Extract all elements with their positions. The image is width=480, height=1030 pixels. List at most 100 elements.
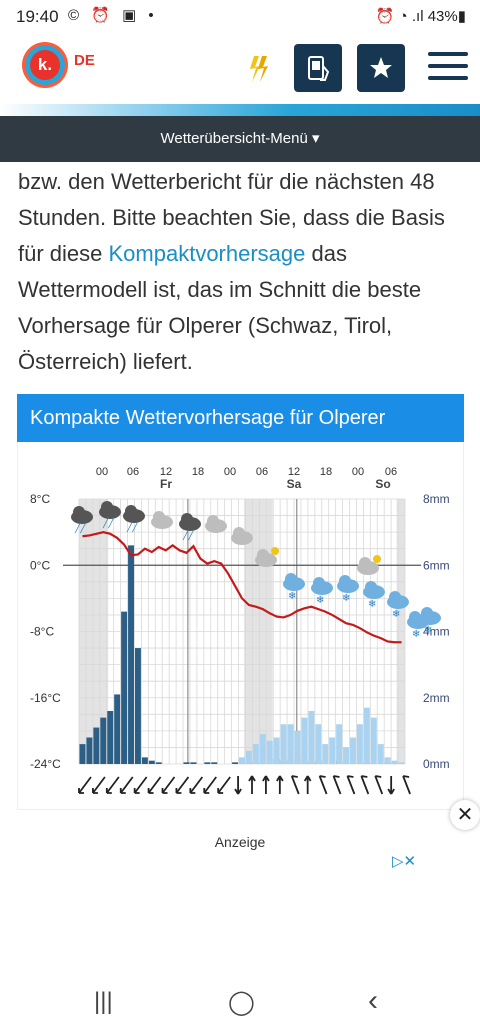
hour-label: 06 [256, 466, 268, 478]
snow-bar [239, 757, 245, 764]
snow-bar [308, 711, 315, 764]
precip-tick-label: 6mm [423, 558, 450, 572]
snow-bar [377, 744, 384, 764]
home-button[interactable]: ◯ [228, 989, 255, 1016]
rain-bar [86, 737, 93, 764]
temp-tick-label: 8°C [30, 492, 50, 506]
rain-bar [107, 711, 114, 764]
temperature-line [82, 530, 402, 644]
lightning-icon[interactable] [248, 54, 270, 84]
snowflake-icon: ❄ [368, 599, 376, 610]
snowflake-icon: ❄ [424, 625, 432, 636]
wind-arrow-icon [147, 776, 162, 794]
weather-cloud-rain-icon-puff [181, 513, 193, 525]
snow-bar [315, 724, 322, 764]
snow-bar [398, 762, 405, 764]
compact-forecast-link[interactable]: Kompaktvorhersage [108, 241, 306, 266]
weather-overview-menu[interactable]: Wetterübersicht-Menü ▾ [0, 116, 480, 162]
snow-bar [266, 740, 273, 764]
adchoices-icon[interactable]: ▷✕ [392, 853, 417, 870]
site-header: k. DE [0, 34, 480, 104]
weather-cloud-snow-icon-puff [365, 581, 377, 593]
status-time: 19:40 [16, 7, 59, 26]
forecast-card-title: Kompakte Wettervorhersage für Olperer [17, 394, 464, 442]
ad-label: Anzeige [214, 834, 266, 850]
snow-bar [343, 747, 350, 764]
logo-letter: k. [30, 50, 60, 80]
wind-arrow-icon [189, 776, 204, 794]
weather-cloud-snow-icon-puff [339, 575, 351, 587]
wind-arrow-icon [332, 775, 342, 795]
weather-cloud-snow-icon-puff [389, 591, 401, 603]
rain-bar [100, 717, 107, 764]
snow-bar [350, 737, 356, 764]
hour-label: 00 [352, 466, 364, 478]
snow-bar [259, 734, 266, 764]
weather-cloud-moon-icon-puff [257, 549, 269, 561]
precip-tick-label: 4mm [423, 625, 450, 639]
rain-drops-icon: ╱╱ [102, 517, 114, 529]
wind-arrow-icon [105, 776, 120, 794]
favorite-button[interactable] [357, 44, 405, 92]
hamburger-menu-icon[interactable] [428, 52, 468, 82]
weather-cloud-rain-icon-puff [101, 501, 113, 513]
snow-bar [322, 744, 329, 764]
weather-cloud-moon-icon-puff [359, 557, 371, 569]
moon-icon [373, 555, 381, 563]
rain-bar [134, 648, 141, 764]
hour-label: 18 [192, 466, 204, 478]
hour-label: 06 [385, 466, 397, 478]
rain-bar [148, 760, 155, 764]
wind-arrow-icon [374, 775, 384, 795]
moon-icon [271, 547, 279, 555]
snowflake-icon: ❄ [392, 609, 400, 620]
intro-paragraph: bzw. den Wetterbericht für die nächsten … [18, 164, 468, 380]
hour-label: 00 [224, 466, 236, 478]
meteogram-chart: 8°C 0°C -8°C -16°C -24°C 8mm 6mm 4mm 2mm 0mm 00 06 1… [30, 466, 450, 795]
temp-tick-label: 0°C [30, 558, 50, 572]
snow-bar [301, 717, 308, 764]
weather-cloud-snow-icon-puff [285, 573, 297, 585]
snow-bar [391, 760, 398, 764]
weather-cloud-icon-puff [153, 511, 165, 523]
android-navigation-bar: ||| ◯ ‹ [0, 974, 480, 1030]
back-button[interactable]: ‹ [368, 984, 378, 1017]
weather-cloud-snow-icon-puff [421, 607, 433, 619]
wind-arrow-icon [303, 775, 312, 794]
language-selector[interactable]: DE [74, 52, 95, 69]
day-label: Sa [287, 477, 302, 491]
wind-arrow-icon [217, 776, 231, 794]
rain-bar [190, 762, 197, 764]
status-bar: 19:40 © ⏰ ▣ • ⏰ ◔ .ıl 43%▮ [0, 0, 480, 34]
temp-tick-label: -24°C [30, 757, 61, 771]
wind-arrow-icon [175, 776, 190, 794]
close-ad-button[interactable]: ✕ [450, 800, 480, 830]
precip-tick-label: 0mm [423, 757, 450, 771]
weather-cloud-snow-icon-puff [313, 577, 325, 589]
wind-arrow-icon [290, 775, 300, 795]
app-download-button[interactable] [294, 44, 342, 92]
star-icon [370, 57, 392, 78]
rain-bar [93, 727, 100, 764]
snow-bar [245, 750, 252, 764]
wind-arrow-icon [276, 775, 284, 794]
recent-apps-button[interactable]: ||| [94, 988, 113, 1015]
temp-tick-label: -16°C [30, 691, 61, 705]
paragraph-text-1: bzw. den Wetterbericht für die nächsten … [18, 169, 445, 266]
wind-arrow-icon [203, 776, 217, 794]
wind-arrow-icon [360, 775, 370, 795]
snow-bar [356, 724, 363, 764]
snow-bar [329, 737, 336, 764]
snow-bar [384, 757, 391, 764]
header-gradient-bar [0, 104, 480, 116]
hour-label: 06 [127, 466, 139, 478]
snowflake-icon: ❄ [316, 595, 324, 606]
wind-arrow-icon [78, 776, 92, 794]
wind-arrow-icon [387, 776, 395, 795]
hour-label: 12 [160, 466, 172, 478]
snowflake-icon: ❄ [288, 591, 296, 602]
rain-bar [232, 762, 239, 764]
rain-bar [121, 611, 128, 764]
precip-tick-label: 2mm [423, 691, 450, 705]
hour-label: 18 [320, 466, 332, 478]
